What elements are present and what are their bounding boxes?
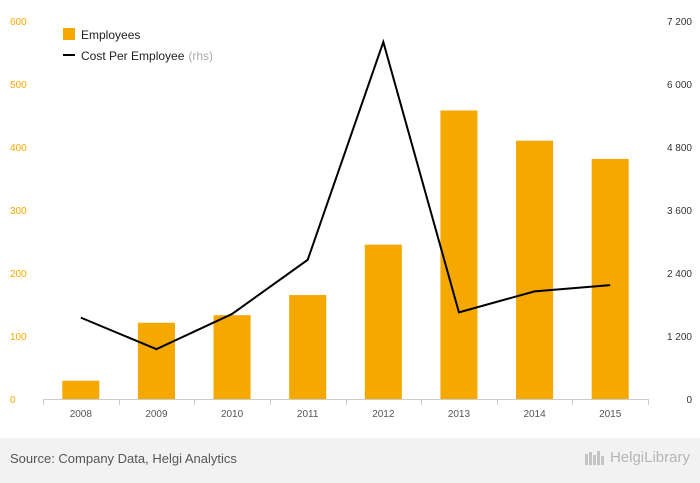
brand-name: HelgiLibrary bbox=[609, 449, 690, 466]
left-axis-ticks: 0 100 200 300 400 500 600 bbox=[10, 17, 27, 406]
brand-logo: HelgiLibrary bbox=[584, 449, 690, 466]
x-tick-label: 2010 bbox=[221, 409, 244, 420]
right-tick-label: 7 200 bbox=[667, 17, 692, 28]
bar-2011 bbox=[289, 295, 327, 399]
left-tick-label: 200 bbox=[10, 269, 27, 280]
bar-2010 bbox=[213, 315, 251, 399]
bar-2014 bbox=[516, 140, 554, 399]
legend-label-employees: Employees bbox=[81, 28, 140, 42]
legend-label-rhs: (rhs) bbox=[188, 49, 213, 63]
footer: Source: Company Data, Helgi Analytics He… bbox=[0, 438, 700, 483]
bar-2013 bbox=[440, 110, 478, 400]
left-tick-label: 400 bbox=[10, 143, 27, 154]
x-tick-label: 2013 bbox=[448, 409, 471, 420]
x-tick-label: 2015 bbox=[599, 409, 622, 420]
legend-label-cost-per-employee: Cost Per Employee (rhs) bbox=[81, 49, 213, 63]
x-tick-label: 2011 bbox=[297, 409, 319, 420]
right-tick-label: 2 400 bbox=[667, 269, 692, 280]
left-tick-label: 100 bbox=[10, 332, 27, 343]
bar-2009 bbox=[137, 322, 175, 399]
legend: Employees Cost Per Employee (rhs) bbox=[63, 28, 213, 63]
x-tick-label: 2009 bbox=[145, 409, 168, 420]
bar-2015 bbox=[591, 158, 629, 399]
chart: 0 100 200 300 400 500 600 0 1 200 2 400 3 600 4 80… bbox=[10, 17, 692, 420]
library-icon bbox=[584, 450, 604, 465]
source-note: Source: Company Data, Helgi Analytics bbox=[10, 451, 237, 466]
right-tick-label: 0 bbox=[686, 395, 692, 406]
chart-axes bbox=[43, 399, 649, 405]
left-tick-label: 300 bbox=[10, 206, 27, 217]
line-series-cost-per-employee bbox=[80, 38, 611, 351]
right-tick-label: 3 600 bbox=[667, 206, 692, 217]
x-tick-label: 2008 bbox=[70, 409, 93, 420]
bar-2012 bbox=[364, 244, 402, 399]
left-tick-label: 600 bbox=[10, 17, 27, 28]
bar-series-employees bbox=[62, 110, 629, 400]
x-tick-label: 2012 bbox=[372, 409, 395, 420]
right-tick-label: 1 200 bbox=[667, 332, 692, 343]
right-tick-label: 6 000 bbox=[667, 80, 692, 91]
left-tick-label: 500 bbox=[10, 80, 27, 91]
legend-swatch-employees bbox=[63, 28, 75, 40]
line-cost-per-employee bbox=[80, 38, 611, 351]
x-axis-ticks: 2008 2009 2010 2011 2012 2013 2014 2015 bbox=[70, 409, 622, 420]
right-axis-ticks: 0 1 200 2 400 3 600 4 800 6 000 7 200 bbox=[667, 17, 692, 406]
bar-2008 bbox=[62, 380, 100, 399]
left-tick-label: 0 bbox=[10, 395, 16, 406]
legend-label-cost-text: Cost Per Employee bbox=[81, 49, 185, 63]
right-tick-label: 4 800 bbox=[667, 143, 692, 154]
x-tick-label: 2014 bbox=[523, 409, 546, 420]
